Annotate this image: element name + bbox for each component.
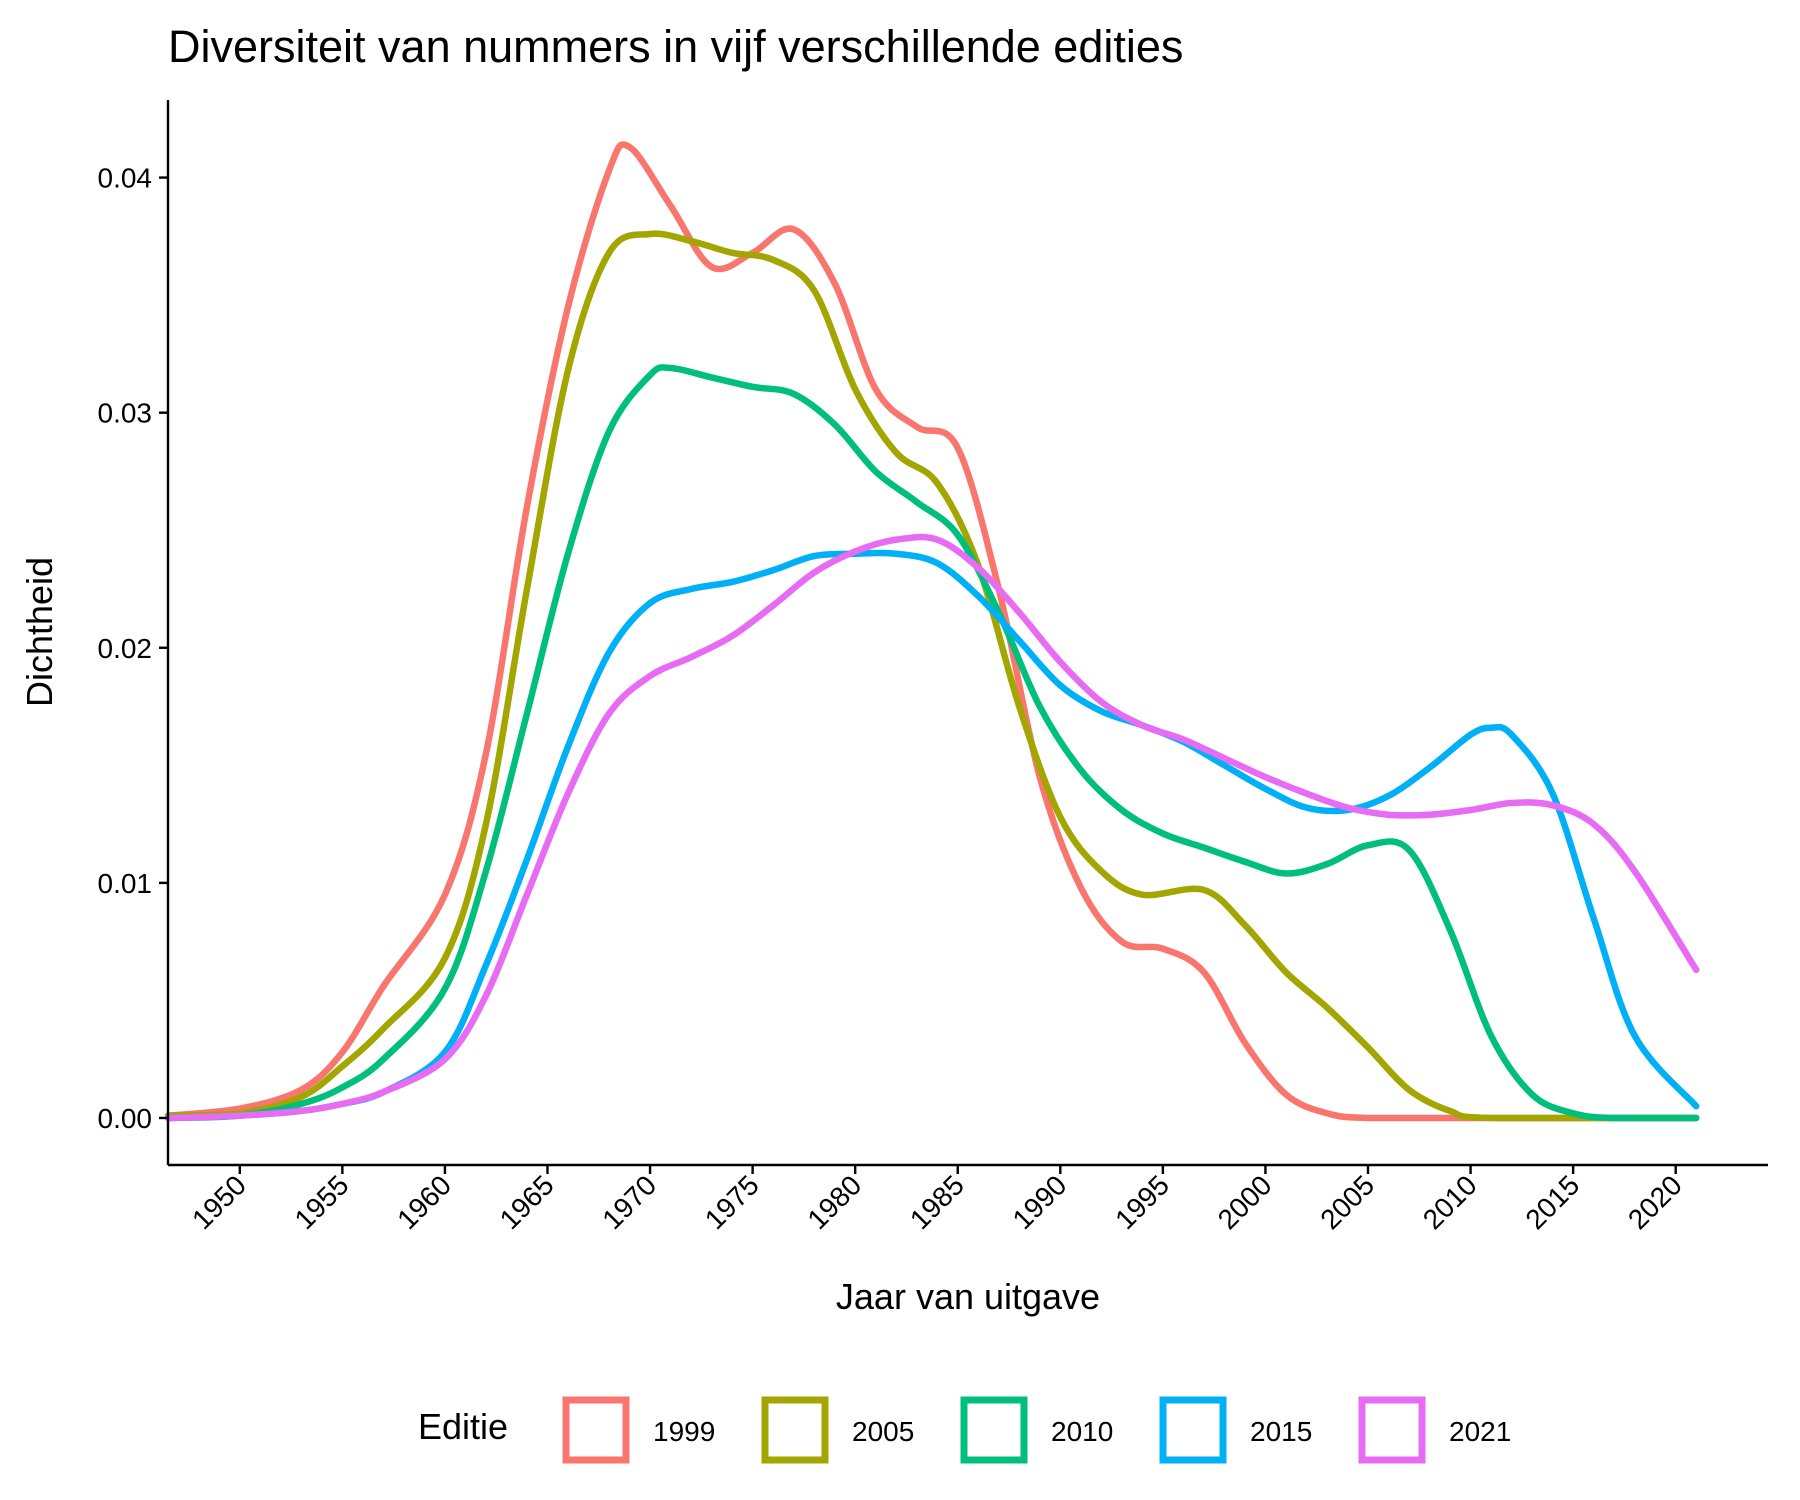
x-tick-label: 1965 (494, 1169, 560, 1235)
legend-key-1999 (562, 1396, 630, 1464)
legend-key-2010 (960, 1396, 1028, 1464)
legend-label-2010: 2010 (1051, 1416, 1113, 1447)
legend-key-2021 (1358, 1396, 1426, 1464)
legend-label-2015: 2015 (1250, 1416, 1312, 1447)
series-line-1999 (164, 141, 1700, 1122)
legend-items: 1999 2005 2010 2015 2021 (562, 1396, 1511, 1464)
y-tick-label: 0.00 (98, 1103, 153, 1134)
x-axis-title: Jaar van uitgave (836, 1276, 1100, 1317)
legend-label-1999: 1999 (653, 1416, 715, 1447)
x-tick-label: 1980 (801, 1169, 867, 1235)
chart-title: Diversiteit van nummers in vijf verschil… (168, 21, 1183, 72)
y-tick-label: 0.02 (98, 633, 153, 664)
series-line-2005 (164, 230, 1700, 1122)
x-axis-ticks: 1950 1955 1960 1965 1970 1975 1980 1985 1990 1995… (186, 1165, 1688, 1235)
x-tick-label: 2005 (1314, 1169, 1380, 1235)
y-axis-title: Dichtheid (19, 557, 60, 707)
legend-title: Editie (418, 1406, 508, 1447)
x-tick-label: 2020 (1622, 1169, 1688, 1235)
x-tick-label: 2010 (1417, 1169, 1483, 1235)
legend-key-2005 (761, 1396, 829, 1464)
x-tick-label: 1955 (289, 1169, 355, 1235)
legend: Editie 1999 2005 2010 2015 2021 (418, 1396, 1511, 1464)
x-tick-label: 1995 (1109, 1169, 1175, 1235)
legend-key-2015 (1159, 1396, 1227, 1464)
x-tick-label: 2015 (1519, 1169, 1585, 1235)
y-tick-label: 0.04 (98, 163, 153, 194)
x-tick-label: 1970 (596, 1169, 662, 1235)
plot-area: 0.00 0.01 0.02 0.03 0.04 1950 1955 1960 1965 197… (98, 100, 1768, 1235)
legend-label-2021: 2021 (1449, 1416, 1511, 1447)
x-tick-label: 2000 (1212, 1169, 1278, 1235)
x-tick-label: 1990 (1007, 1169, 1073, 1235)
legend-label-2005: 2005 (852, 1416, 914, 1447)
y-tick-label: 0.01 (98, 868, 153, 899)
x-tick-label: 1950 (186, 1169, 252, 1235)
series-line-2010 (164, 364, 1700, 1122)
x-tick-label: 1975 (699, 1169, 765, 1235)
series-lines (164, 141, 1700, 1122)
y-tick-label: 0.03 (98, 398, 153, 429)
x-tick-label: 1960 (391, 1169, 457, 1235)
series-line-2015 (164, 549, 1700, 1122)
series-line-2021 (164, 533, 1700, 1122)
y-axis-ticks: 0.00 0.01 0.02 0.03 0.04 (98, 163, 168, 1134)
x-tick-label: 1985 (904, 1169, 970, 1235)
